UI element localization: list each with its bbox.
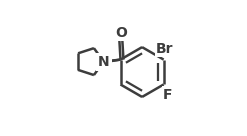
Text: Br: Br	[156, 42, 174, 56]
Text: N: N	[98, 55, 109, 69]
Text: F: F	[163, 88, 172, 102]
Text: O: O	[115, 26, 127, 40]
